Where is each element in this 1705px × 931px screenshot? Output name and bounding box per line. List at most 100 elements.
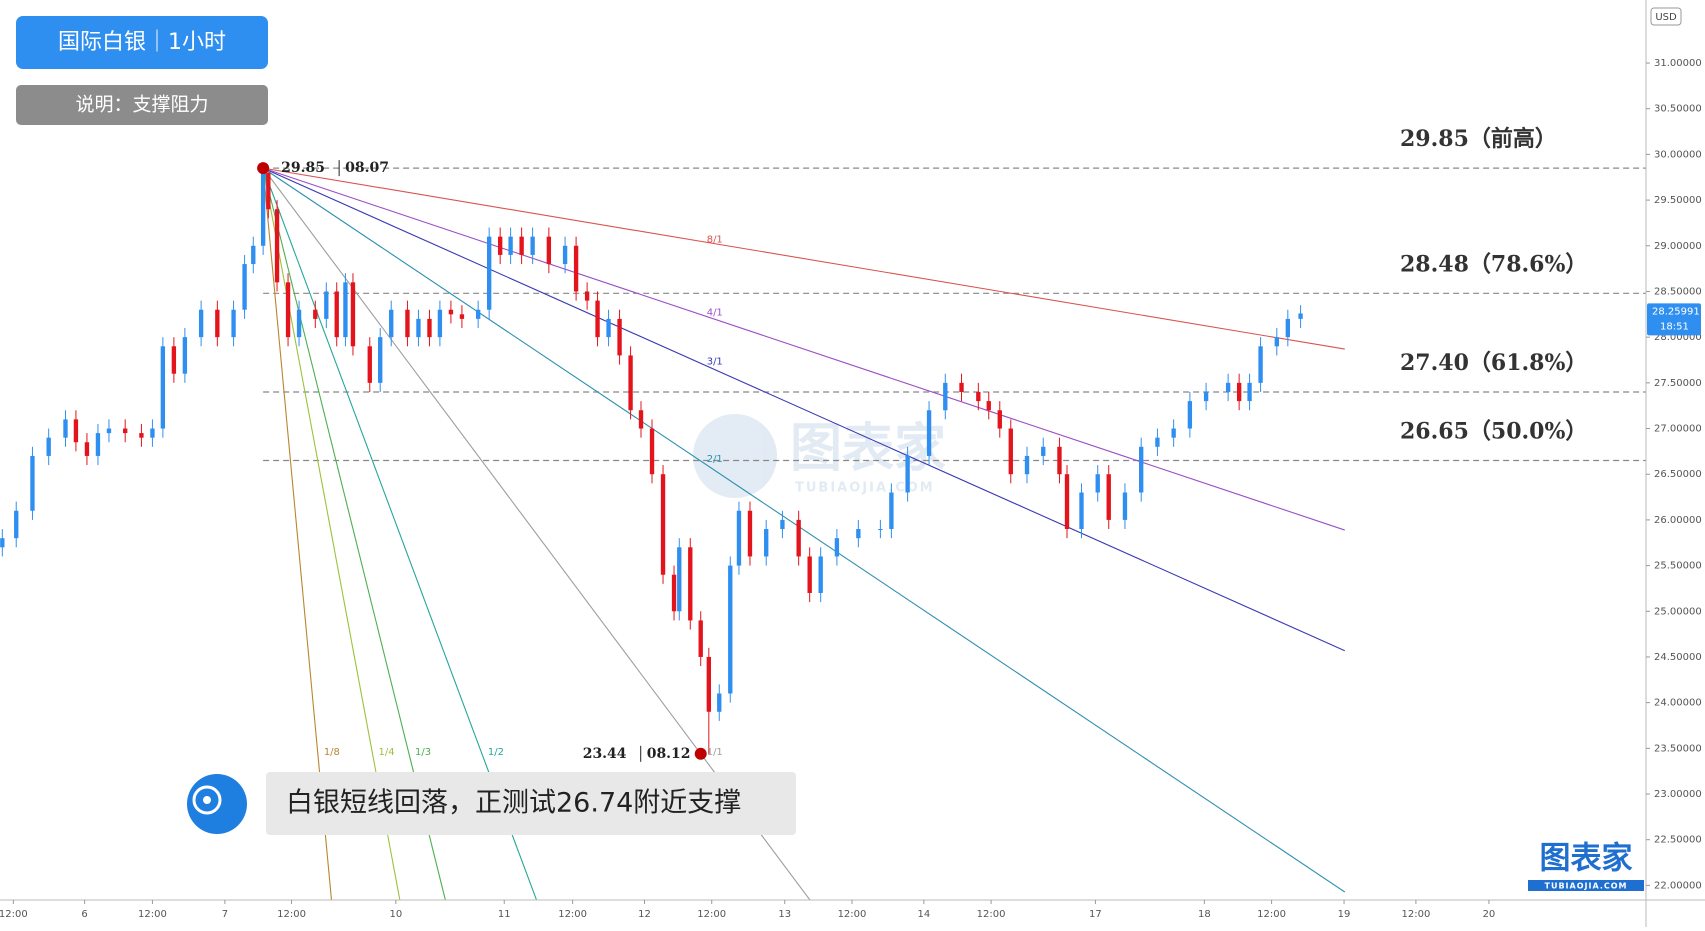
candle-body xyxy=(856,529,861,539)
candle-body xyxy=(448,309,454,315)
fan-label: 1/8 xyxy=(324,747,340,758)
y-tick-label: 27.00000 xyxy=(1654,424,1702,435)
candle-body xyxy=(1225,382,1231,392)
logo-subtitle: TUBIAOJIA.COM xyxy=(1545,882,1628,891)
candle-body xyxy=(1122,492,1128,520)
candle-body xyxy=(595,300,600,338)
candle-body xyxy=(706,656,711,712)
y-tick-label: 22.50000 xyxy=(1654,835,1702,846)
candle-body xyxy=(698,620,703,657)
watermark-title: 图表家 xyxy=(790,419,946,479)
candle-body xyxy=(660,474,666,575)
fan-label: 1/1 xyxy=(707,747,723,758)
title: 国际白银｜1小时 xyxy=(58,30,226,55)
candle-body xyxy=(182,337,188,374)
x-tick-label: 12:00 xyxy=(1257,909,1286,920)
x-tick-label: 14 xyxy=(917,909,930,920)
candle-body xyxy=(160,346,166,429)
candle-body xyxy=(1024,455,1030,475)
candle-body xyxy=(1079,492,1084,530)
fan-label: 8/1 xyxy=(707,234,723,245)
note: 说明：支撑阻力 xyxy=(75,94,208,116)
level-label: 29.85（前高） xyxy=(1400,126,1557,152)
candle-body xyxy=(367,346,372,383)
candle-body xyxy=(123,428,128,434)
candle-body xyxy=(389,309,394,338)
logo-title: 图表家 xyxy=(1540,841,1633,877)
candle-body xyxy=(30,455,35,511)
x-tick-label: 12:00 xyxy=(138,909,167,920)
candle-body xyxy=(649,428,655,475)
x-tick-label: 12:00 xyxy=(977,909,1006,920)
logo: 图表家 TUBIAOJIA.COM xyxy=(1528,841,1644,891)
title-box xyxy=(16,16,268,69)
pivot-marker xyxy=(257,162,270,175)
candle-body xyxy=(1203,391,1209,402)
x-tick-label: 12:00 xyxy=(277,909,306,920)
fan-label: 4/1 xyxy=(707,308,723,319)
candle-body xyxy=(416,318,421,338)
candle-body xyxy=(671,574,677,612)
x-tick-label: 11 xyxy=(498,909,511,920)
candle-body xyxy=(296,309,302,338)
candle-body xyxy=(834,538,840,557)
candle-body xyxy=(780,519,785,530)
y-tick-label: 24.50000 xyxy=(1654,652,1702,663)
x-tick-label: 20 xyxy=(1483,909,1496,920)
fan-label: 1/2 xyxy=(488,747,504,758)
x-tick-label: 10 xyxy=(389,909,402,920)
candle-body xyxy=(943,382,948,411)
candle-body xyxy=(274,209,280,283)
y-tick-label: 26.50000 xyxy=(1654,469,1702,480)
candle-body xyxy=(1247,382,1252,402)
candle-body xyxy=(14,510,19,539)
candle-body xyxy=(764,529,769,557)
pivot-date: 08.07 xyxy=(345,160,389,176)
fan-label: 2/1 xyxy=(707,454,723,465)
candle-body xyxy=(0,538,5,548)
candle-body xyxy=(1285,318,1290,338)
candle-body xyxy=(926,410,932,456)
candle-body xyxy=(334,291,339,338)
note-box xyxy=(16,85,268,125)
x-tick-label: 7 xyxy=(222,909,228,920)
candle-body xyxy=(573,245,579,292)
fan-label: 1/3 xyxy=(415,747,431,758)
candle-body xyxy=(530,236,535,255)
candle-body xyxy=(997,410,1002,429)
y-tick-label: 23.50000 xyxy=(1654,743,1702,754)
fan-line xyxy=(262,167,1346,652)
candle-body xyxy=(736,510,742,566)
candle-body xyxy=(486,236,492,310)
candle-body xyxy=(1258,346,1263,383)
candle-body xyxy=(1057,446,1062,475)
candle-body xyxy=(1106,474,1111,520)
candle-body xyxy=(818,556,823,593)
currency-box xyxy=(1650,7,1682,26)
y-tick-label: 25.00000 xyxy=(1654,606,1702,617)
candle-body xyxy=(231,309,236,338)
last-price-box xyxy=(1647,303,1701,336)
x-tick-label: 6 xyxy=(81,909,87,920)
candle-body xyxy=(606,318,611,338)
candle-body xyxy=(150,428,155,438)
candle-body xyxy=(889,492,894,530)
candle-body xyxy=(1274,337,1279,347)
candle-body xyxy=(324,291,329,319)
pivot-marker xyxy=(694,747,707,760)
watermark: 图表家 TUBIAOJIA.COM xyxy=(693,414,946,498)
y-tick-label: 30.50000 xyxy=(1654,104,1702,115)
y-tick-label: 26.00000 xyxy=(1654,515,1702,526)
candle-body xyxy=(405,309,410,338)
candle-body xyxy=(1236,382,1242,402)
watermark-subtitle: TUBIAOJIA.COM xyxy=(795,481,935,496)
candle-body xyxy=(73,419,79,443)
candle-body xyxy=(46,437,51,456)
candle-body xyxy=(986,401,991,411)
currency: USD xyxy=(1655,12,1677,23)
level-label: 27.40（61.8%） xyxy=(1400,350,1587,376)
comment-box xyxy=(266,772,796,835)
y-tick-label: 29.50000 xyxy=(1654,195,1702,206)
candle-body xyxy=(215,309,220,338)
